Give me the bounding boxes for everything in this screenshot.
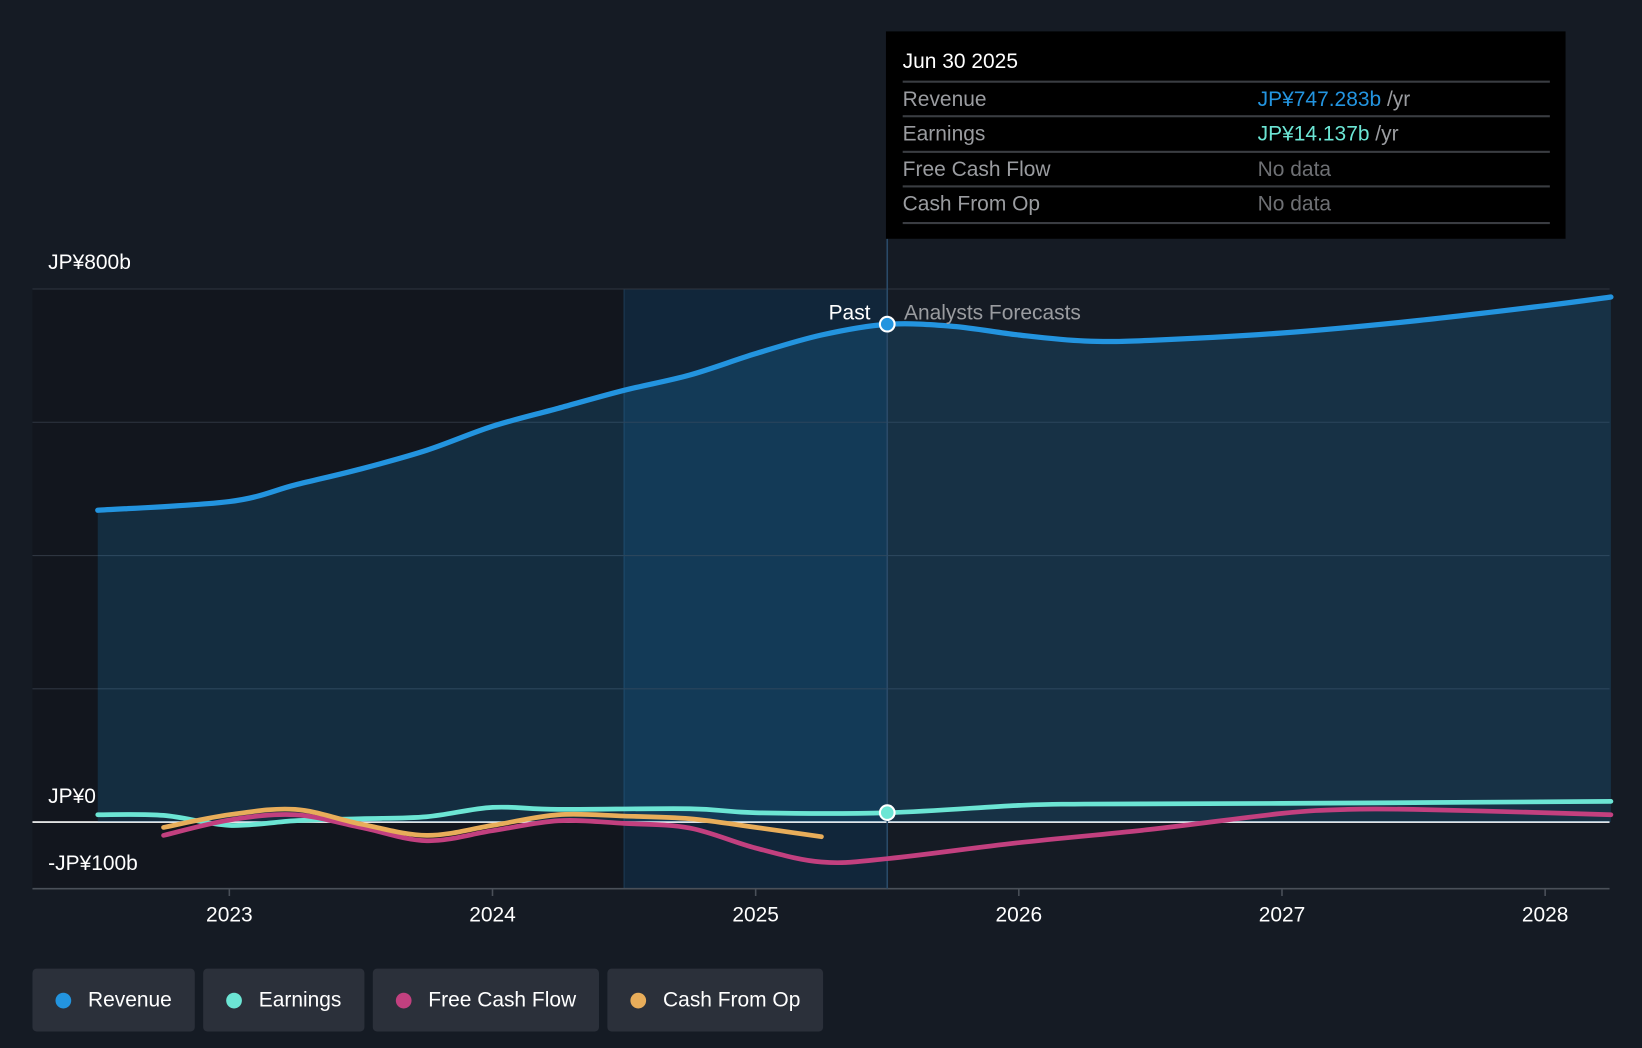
x-tick-label: 2027 [1259,904,1306,927]
tooltip-row-revenue: Revenue JP¥747.283b /yr [902,80,1550,118]
legend-revenue-button[interactable]: Revenue [32,968,195,1032]
earnings-dot-icon [226,992,242,1008]
tooltip-label: Revenue [902,87,987,112]
tooltip-value: No data [1257,158,1332,182]
legend-label: Earnings [258,988,342,1012]
tooltip: Jun 30 2025 Revenue JP¥747.283b /yr Earni… [885,31,1566,239]
tooltip-row-earnings: Earnings JP¥14.137b /yr [902,115,1550,152]
past-label: Past [829,301,871,324]
revenue-marker [878,315,896,333]
tooltip-label: Earnings [902,122,986,146]
x-tick-label: 2023 [206,904,253,927]
y-tick-label: JP¥800b [48,251,131,275]
past-region [32,289,625,889]
tooltip-label: Cash From Op [902,192,1041,216]
x-tick-label: 2026 [996,904,1043,927]
legend-cfo-button[interactable]: Cash From Op [607,968,824,1032]
legend: Revenue Earnings Free Cash Flow Cash Fro… [32,968,824,1032]
earnings-marker [878,804,896,822]
series-line-earnings [95,799,1614,828]
x-tick-label: 2025 [732,904,779,927]
legend-label: Free Cash Flow [428,988,577,1012]
fcf-dot-icon [395,992,412,1008]
revenue-dot-icon [55,992,72,1008]
revenue-area [97,297,1611,823]
legend-label: Cash From Op [663,988,801,1012]
series-line-revenue [95,294,1614,513]
series-line-free-cash-flow [161,806,1614,866]
tooltip-value: JP¥747.283b [1257,87,1382,112]
series-line-cash-from-op [161,806,824,840]
highlight-region [624,289,888,889]
forecast-label: Analysts Forecasts [904,301,1081,324]
tooltip-value: No data [1257,192,1332,216]
cfo-dot-icon [630,992,647,1008]
tooltip-label: Free Cash Flow [902,158,1051,182]
y-tick-label: -JP¥100b [48,852,138,876]
tooltip-divider [902,222,1550,225]
tooltip-row-fcf: Free Cash Flow No data [902,150,1550,188]
x-tick-label: 2024 [469,904,516,927]
tooltip-date: Jun 30 2025 [902,50,1018,74]
tooltip-value: JP¥14.137b [1257,122,1370,146]
legend-fcf-button[interactable]: Free Cash Flow [372,968,600,1032]
y-tick-label: JP¥0 [48,785,96,809]
legend-earnings-button[interactable]: Earnings [203,968,365,1032]
legend-label: Revenue [87,988,172,1012]
x-tick-label: 2028 [1522,904,1569,927]
tooltip-unit: /yr [1369,122,1399,146]
tooltip-row-cfo: Cash From Op No data [902,185,1550,222]
tooltip-unit: /yr [1381,87,1411,112]
